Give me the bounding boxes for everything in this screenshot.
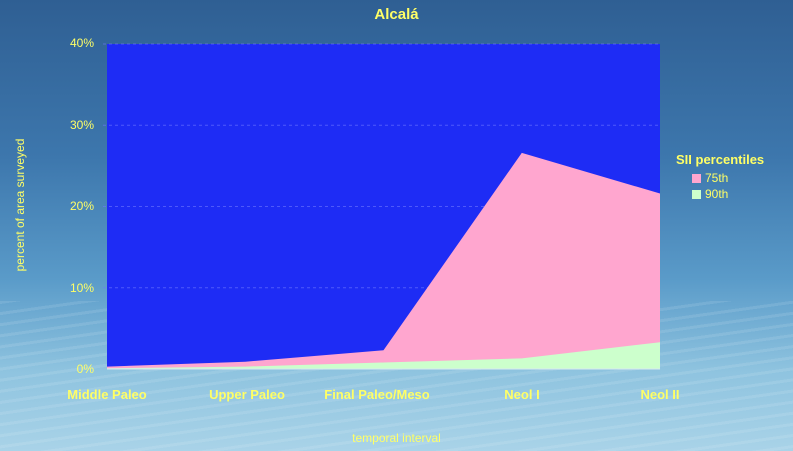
legend-swatch-90th: [692, 189, 701, 199]
legend: SII percentiles 75th 90th: [676, 152, 764, 202]
legend-title: SII percentiles: [676, 152, 765, 167]
data-point-75th: [106, 366, 108, 368]
y-tick-label: 40%: [69, 36, 94, 50]
data-point-75th: [521, 152, 523, 154]
series-area-75th: [107, 152, 660, 369]
data-point-75th: [244, 361, 246, 363]
legend-item-90th: 90th: [692, 186, 764, 202]
legend-swatch-75th: [692, 173, 701, 183]
legend-label-90th: 90th: [705, 187, 729, 201]
data-point-75th: [383, 350, 385, 352]
y-tick-label: 0%: [76, 362, 94, 376]
data-point-75th: [659, 193, 661, 195]
y-tick-label: 20%: [69, 199, 94, 213]
data-point-90th: [383, 362, 385, 364]
x-tick-label: Final Paleo/Meso: [324, 387, 430, 402]
x-axis-label: temporal interval: [352, 431, 441, 445]
x-tick-label: Neol II: [640, 387, 680, 402]
data-point-90th: [659, 341, 661, 343]
legend-item-75th: 75th: [692, 170, 764, 186]
data-point-90th: [244, 366, 246, 368]
chart-title: Alcalá: [374, 6, 419, 23]
legend-label-75th: 75th: [705, 171, 729, 185]
data-point-90th: [521, 358, 523, 360]
x-tick-label: Upper Paleo: [209, 387, 285, 402]
series-area-90th: [107, 342, 660, 369]
y-tick-label: 30%: [69, 118, 94, 132]
y-tick-label: 10%: [69, 281, 94, 295]
x-tick-label: Neol I: [504, 387, 540, 402]
x-tick-label: Middle Paleo: [67, 387, 147, 402]
